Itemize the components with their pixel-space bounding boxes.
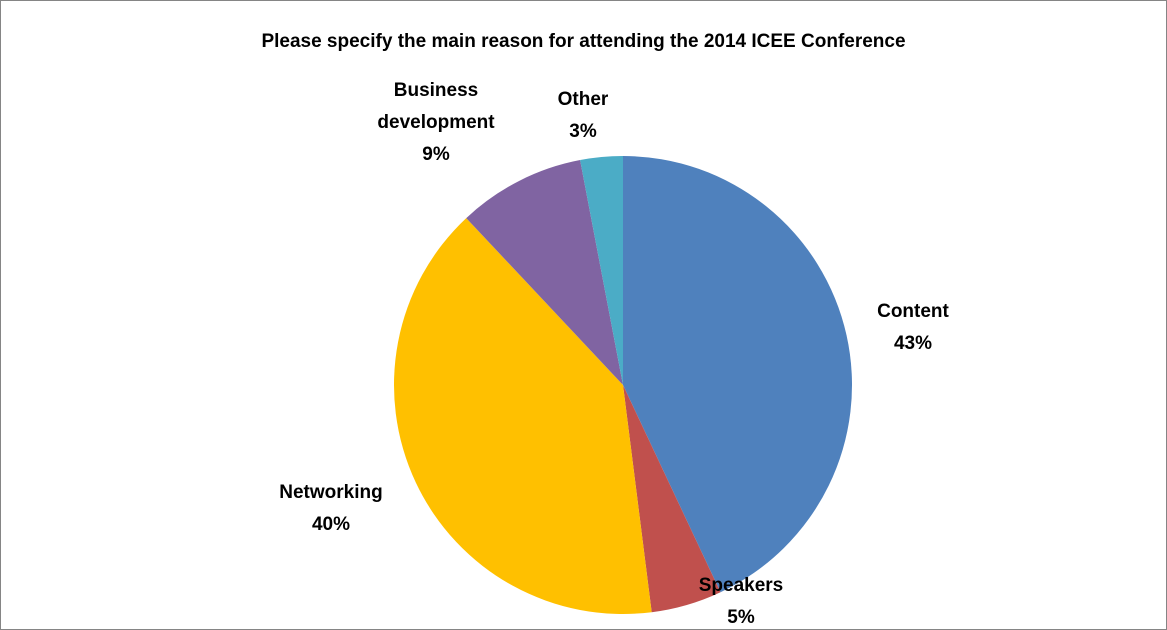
slice-value-label: 5% [727, 607, 755, 628]
slice-category-label: development [377, 112, 495, 133]
slice-category-label: Networking [279, 482, 382, 503]
slice-label-speakers: Speakers 5% [699, 575, 784, 628]
pie-slice-content [623, 156, 852, 593]
slice-value-label: 43% [894, 333, 932, 354]
slice-category-label: Other [558, 89, 609, 110]
pie-slice-networking [393, 218, 652, 615]
slice-label-networking: Networking 40% [279, 482, 382, 535]
pie-labels: Content 43% Speakers 5% Networking 40% Busines… [279, 80, 949, 628]
pie-slice-business-development [466, 160, 623, 385]
slice-category-label: Content [877, 301, 949, 322]
slice-value-label: 3% [569, 121, 597, 142]
pie-slices [393, 156, 852, 615]
pie-slice-other [580, 156, 623, 385]
slice-label-other: Other 3% [558, 89, 609, 142]
chart-title: Please specify the main reason for atten… [261, 31, 906, 52]
slice-value-label: 40% [312, 514, 350, 535]
slice-category-label: Business [394, 80, 478, 101]
pie-slice-speakers [623, 385, 721, 613]
slice-label-content: Content 43% [877, 301, 949, 354]
slice-label-business-development: Business development 9% [377, 80, 495, 165]
slice-value-label: 9% [422, 144, 450, 165]
slice-category-label: Speakers [699, 575, 784, 596]
